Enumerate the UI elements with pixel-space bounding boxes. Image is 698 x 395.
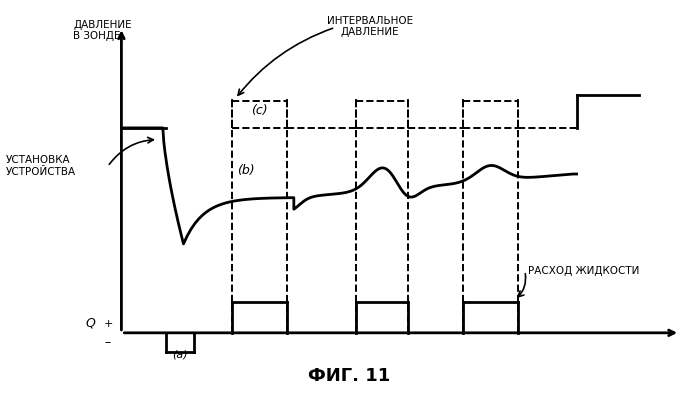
Text: (b): (b): [237, 164, 254, 177]
Text: (c): (c): [251, 104, 267, 117]
Text: ФИГ. 11: ФИГ. 11: [308, 367, 390, 385]
Text: +: +: [104, 319, 114, 329]
Text: –: –: [104, 336, 110, 349]
Text: (a): (a): [172, 349, 188, 359]
Text: РАСХОД ЖИДКОСТИ: РАСХОД ЖИДКОСТИ: [528, 266, 639, 276]
Text: УСТАНОВКА
УСТРОЙСТВА: УСТАНОВКА УСТРОЙСТВА: [6, 155, 75, 177]
Text: Q: Q: [85, 317, 96, 330]
Text: ДАВЛЕНИЕ
В ЗОНДЕ: ДАВЛЕНИЕ В ЗОНДЕ: [73, 20, 132, 41]
Text: ИНТЕРВАЛЬНОЕ
ДАВЛЕНИЕ: ИНТЕРВАЛЬНОЕ ДАВЛЕНИЕ: [327, 16, 413, 38]
